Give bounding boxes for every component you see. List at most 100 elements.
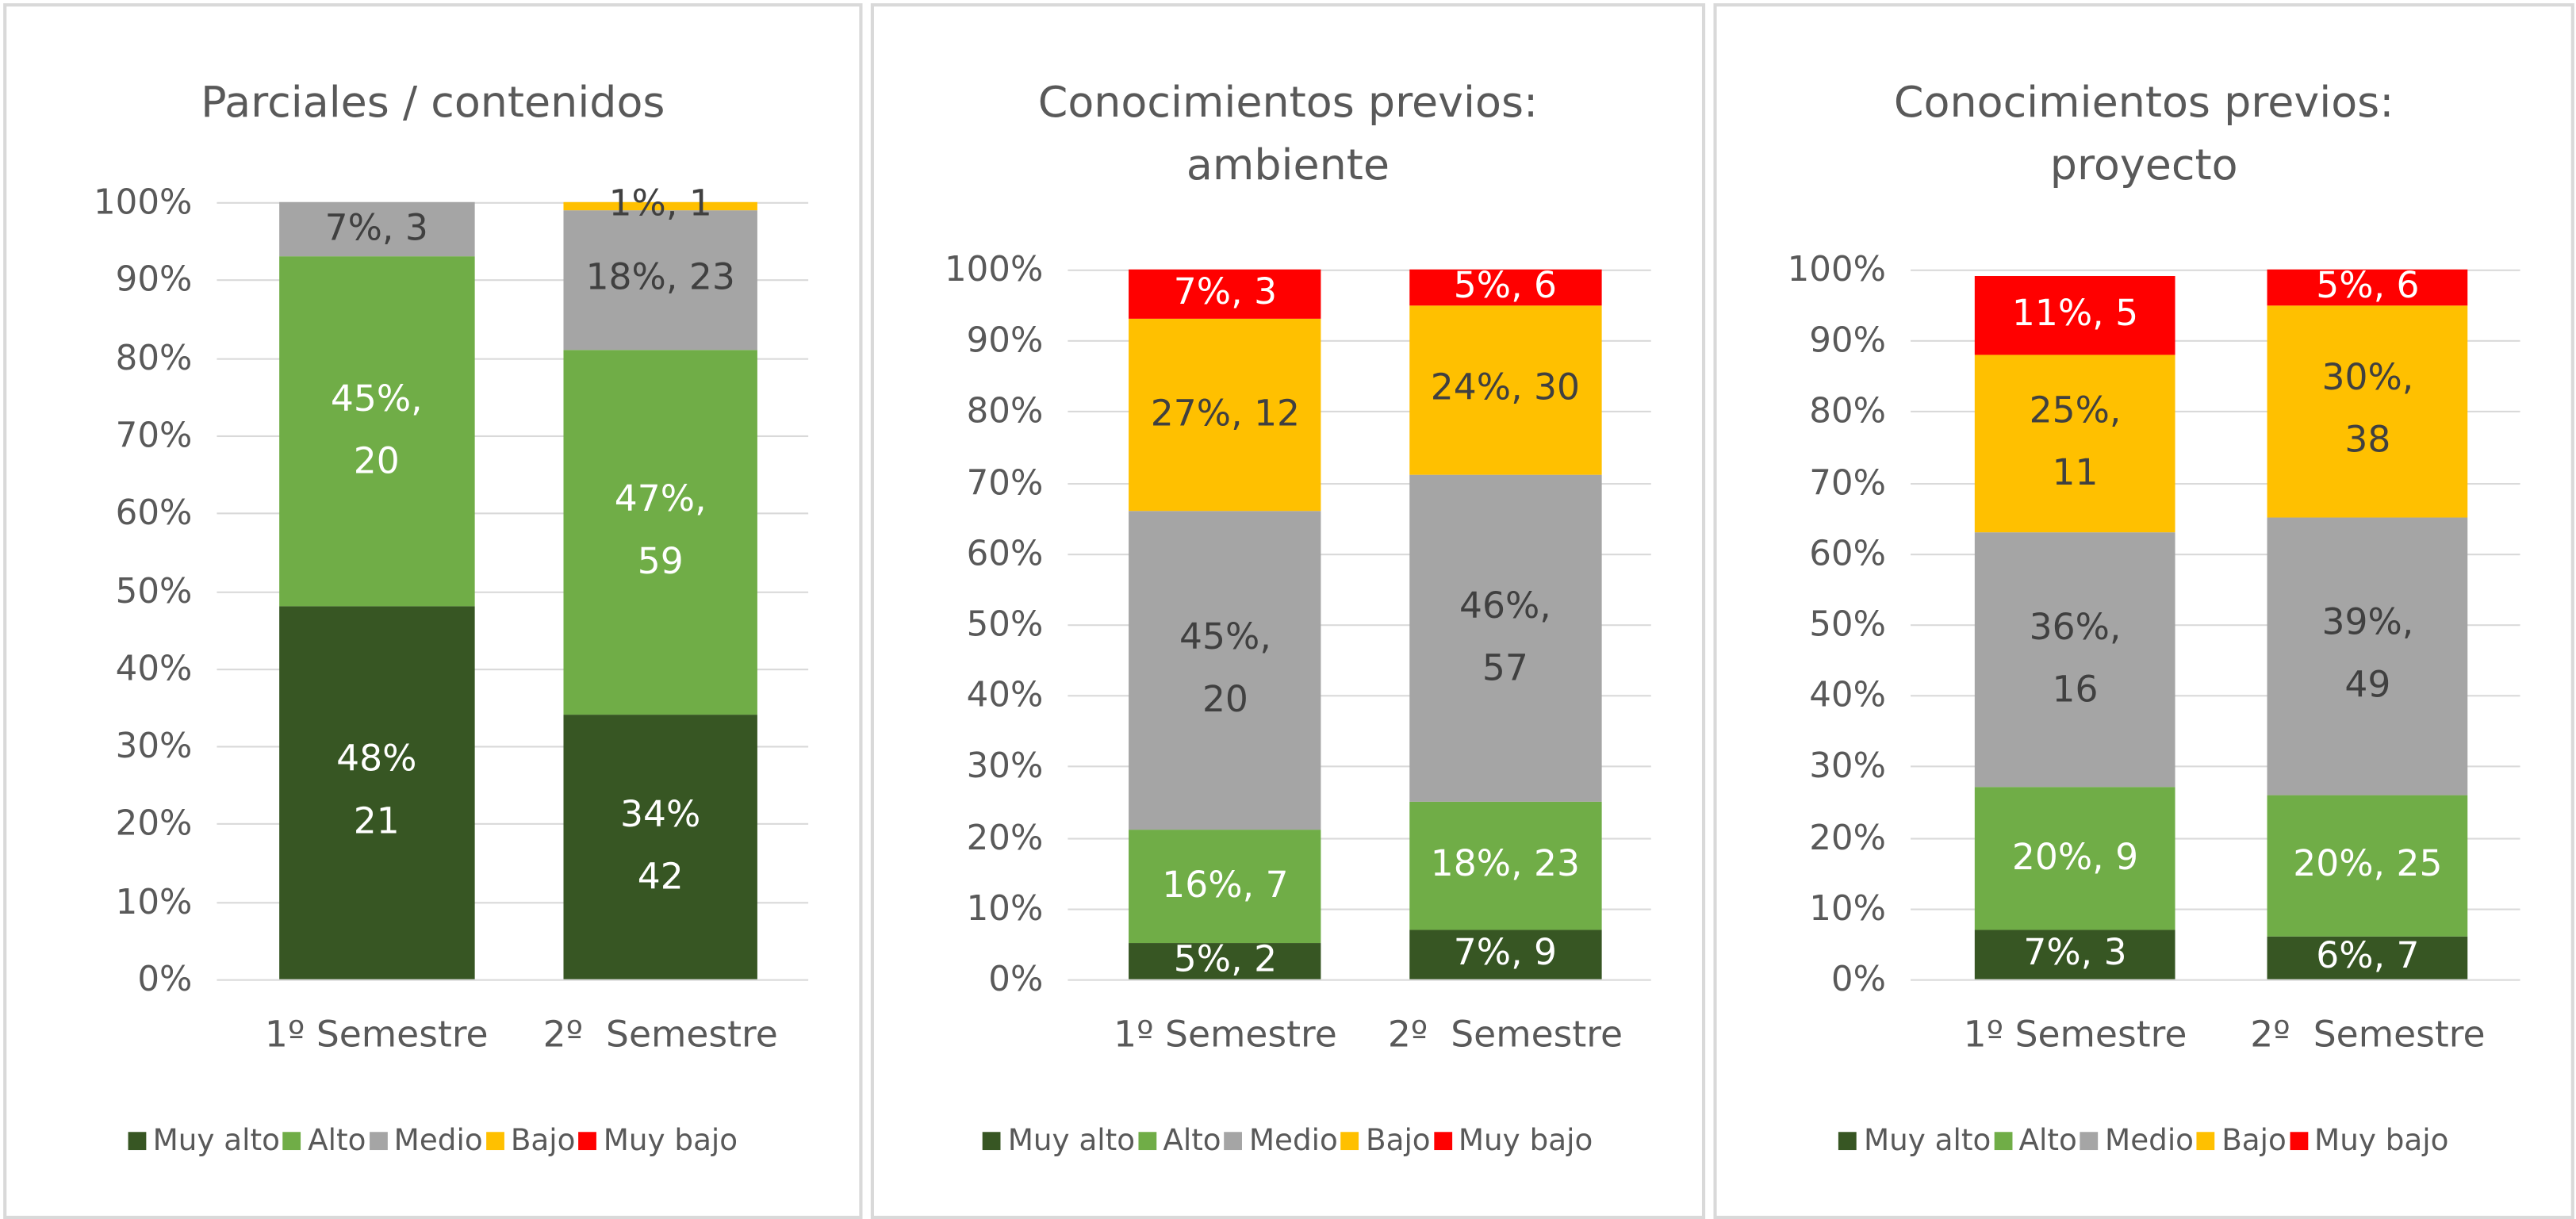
bar-segment <box>562 201 758 210</box>
legend: Muy alto Alto Medio Bajo Muy bajo <box>1717 1123 2571 1159</box>
legend-swatch <box>485 1132 504 1151</box>
bar-segment <box>562 715 758 979</box>
bar-segment <box>2267 305 2469 518</box>
x-tick-label: 2º Semestre <box>2250 1015 2486 1056</box>
legend-label: Medio <box>2105 1123 2194 1159</box>
bar-segment <box>1974 929 2176 979</box>
grid-line <box>217 279 809 282</box>
y-tick-label: 30% <box>966 746 1044 786</box>
y-tick-label: 20% <box>1809 817 1886 857</box>
bar-segment <box>2267 269 2469 305</box>
data-label: 5%, 6 <box>2316 266 2420 307</box>
y-tick-label: 10% <box>1809 888 1886 928</box>
grid-line <box>217 357 809 359</box>
y-tick-label: 50% <box>115 570 193 611</box>
legend-swatch <box>983 1132 1002 1151</box>
bar-segment <box>278 606 474 979</box>
bar-segment <box>1409 929 1602 979</box>
grid-line <box>1068 837 1651 839</box>
data-label: 7%, 3 <box>324 208 428 249</box>
legend-label: Muy bajo <box>2314 1123 2449 1159</box>
bar-segment <box>1409 269 1602 305</box>
stage: Parciales / contenidos 0% 10% 20% 30% 40% 50% 6… <box>3 3 2574 1219</box>
data-label: 6%, 7 <box>2316 936 2420 978</box>
data-label: 11%, 5 <box>2011 293 2139 335</box>
y-tick-label: 100% <box>944 249 1044 289</box>
page: Parciales / contenidos 0% 10% 20% 30% 40% 50% 6… <box>3 3 2574 1219</box>
legend-label: Alto <box>308 1123 366 1159</box>
x-tick-label: 1º Semestre <box>264 1015 489 1056</box>
data-label: 46%, 57 <box>1459 585 1551 690</box>
grid-line <box>1911 482 2520 485</box>
y-tick-label: 90% <box>1809 320 1886 361</box>
legend: Muy alto Alto Medio Bajo Muy bajo <box>874 1124 1702 1158</box>
grid-line <box>1911 340 2520 343</box>
y-tick-label: 50% <box>966 604 1044 645</box>
grid-line <box>217 979 809 981</box>
y-tick-label: 30% <box>115 726 193 766</box>
data-label: 16%, 7 <box>1162 865 1289 907</box>
grid-line <box>217 901 809 903</box>
legend-label: Bajo <box>510 1123 576 1159</box>
legend-swatch <box>578 1132 597 1151</box>
y-tick-label: 80% <box>115 337 193 378</box>
data-label: 47%, 59 <box>614 479 707 584</box>
x-tick-label: 1º Semestre <box>1963 1015 2187 1056</box>
y-tick-label: 80% <box>1809 391 1886 431</box>
grid-line <box>1911 269 2520 271</box>
bar-segment <box>562 209 758 350</box>
legend-swatch <box>283 1132 301 1151</box>
bar-segment <box>1129 510 1322 830</box>
y-tick-label: 40% <box>1809 675 1886 715</box>
grid-line <box>1911 411 2520 413</box>
legend-swatch <box>1138 1132 1157 1151</box>
data-label: 34% 42 <box>620 794 701 899</box>
data-label: 20%, 25 <box>2293 844 2443 886</box>
legend-item: Alto <box>1994 1124 2077 1158</box>
y-tick-label: 40% <box>115 648 193 688</box>
chart-title: Parciales / contenidos <box>201 79 665 128</box>
bar-segment <box>1409 475 1602 802</box>
y-tick-label: 60% <box>966 533 1044 573</box>
legend-item: Medio <box>1224 1124 1338 1158</box>
legend-swatch <box>369 1132 388 1151</box>
bar-segment <box>1974 531 2176 788</box>
data-label: 7%, 3 <box>1173 273 1278 314</box>
bar-segment <box>278 256 474 607</box>
legend-item: Bajo <box>2197 1124 2287 1158</box>
grid-line <box>217 823 809 826</box>
legend-label: Medio <box>393 1123 483 1159</box>
data-label: 27%, 12 <box>1150 393 1301 435</box>
legend-item: Bajo <box>485 1123 576 1159</box>
bar-segment <box>1409 801 1602 930</box>
grid-line <box>1068 553 1651 555</box>
y-tick-label: 20% <box>966 817 1044 857</box>
grid-line <box>217 590 809 592</box>
bar-segment <box>1129 943 1322 979</box>
grid-line <box>1911 766 2520 769</box>
data-label: 5%, 6 <box>1453 266 1558 307</box>
data-label: 5%, 2 <box>1173 940 1278 982</box>
y-tick-label: 60% <box>115 493 193 533</box>
data-label: 24%, 30 <box>1430 368 1581 410</box>
bar-segment <box>1129 269 1322 320</box>
grid-line <box>1068 695 1651 697</box>
legend-item: Muy bajo <box>2289 1123 2449 1159</box>
legend-label: Muy alto <box>152 1123 280 1159</box>
grid-line <box>1911 624 2520 627</box>
legend-swatch <box>1994 1132 2013 1151</box>
grid-line <box>1068 979 1651 981</box>
grid-line <box>1911 837 2520 839</box>
legend-item: Medio <box>369 1123 483 1159</box>
data-label: 25%, 11 <box>2029 390 2122 495</box>
grid-line <box>217 435 809 437</box>
legend-item: Muy alto <box>128 1123 280 1159</box>
grid-line <box>217 512 809 515</box>
bar-segment <box>1974 355 2176 532</box>
bar-segment <box>278 201 474 257</box>
data-label: 45%, 20 <box>330 378 423 483</box>
y-tick-label: 50% <box>1809 604 1886 645</box>
y-tick-label: 40% <box>966 675 1044 715</box>
data-label: 36%, 16 <box>2029 607 2122 711</box>
data-label: 18%, 23 <box>585 258 735 300</box>
